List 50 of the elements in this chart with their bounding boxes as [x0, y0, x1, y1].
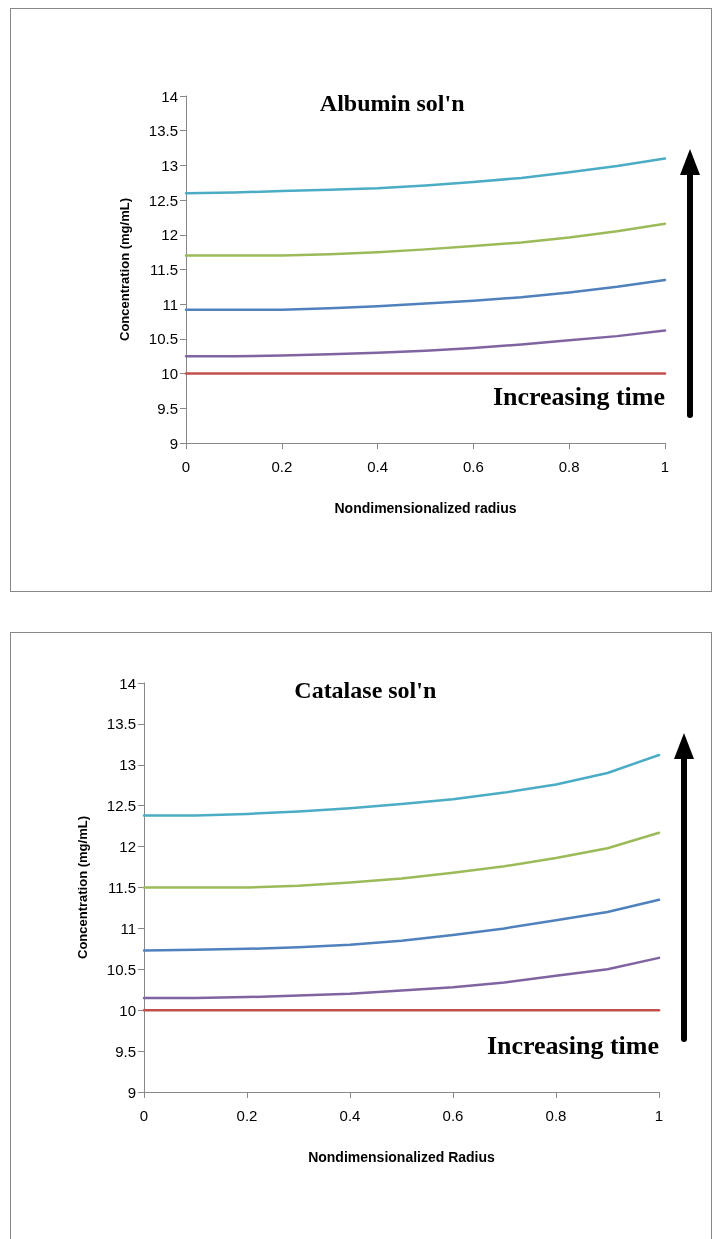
line-series [184, 157, 667, 195]
y-tick-label: 12 [161, 226, 178, 244]
x-axis-title: Nondimensionalized Radius [308, 1149, 496, 1165]
line-series [142, 753, 661, 817]
y-tick-label: 10 [119, 1001, 136, 1019]
x-tick-label: 0 [181, 458, 191, 475]
y-tick-label: 14 [119, 674, 136, 692]
y-tick-label: 9.5 [115, 1042, 136, 1060]
y-tick-label: 13.5 [148, 122, 178, 140]
y-tick-label: 10 [161, 365, 178, 383]
y-tick-label: 10.5 [148, 330, 178, 348]
x-tick-label: 0.2 [236, 1107, 258, 1124]
line-series [184, 329, 667, 358]
y-tick-label: 14 [161, 87, 178, 105]
y-tick-label: 11 [120, 919, 136, 937]
y-tick-label: 13.5 [106, 715, 136, 733]
line-series [142, 831, 661, 889]
y-tick-label: 9 [169, 434, 178, 452]
y-tick-label: 12.5 [148, 191, 178, 209]
y-axis-title: Concentration (mg/mL) [75, 816, 90, 959]
y-tick-label: 9.5 [157, 399, 178, 417]
y-tick-label: 12.5 [106, 797, 136, 815]
x-tick-label: 0.4 [339, 1107, 361, 1124]
line-series [184, 278, 667, 311]
chart-title: Catalase sol'n [294, 677, 437, 703]
y-tick-label: 11 [162, 295, 178, 313]
annotation: Increasing time [492, 381, 665, 411]
x-tick-label: 0 [139, 1107, 149, 1124]
y-tick-label: 12 [119, 838, 136, 856]
x-tick-label: 0.2 [271, 458, 293, 475]
line-series [142, 898, 661, 952]
x-tick-label: 0.4 [367, 458, 389, 475]
line-series [142, 956, 661, 1000]
x-tick-label: 1 [654, 1107, 664, 1124]
y-axis-title: Concentration (mg/mL) [117, 198, 132, 341]
annotation: Increasing time [486, 1030, 659, 1060]
y-tick-label: 10.5 [106, 960, 136, 978]
y-tick-label: 11.5 [149, 261, 178, 278]
y-tick-label: 11.5 [107, 879, 136, 896]
chart-title: Albumin sol'n [319, 90, 465, 116]
y-tick-label: 13 [161, 156, 178, 174]
line-series [184, 222, 667, 257]
x-tick-label: 0.8 [558, 458, 580, 475]
x-tick-label: 0.8 [545, 1107, 567, 1124]
x-tick-label: 1 [660, 458, 670, 475]
x-tick-label: 0.6 [442, 1107, 464, 1124]
x-tick-label: 0.6 [462, 458, 484, 475]
x-axis-title: Nondimensionalized radius [334, 500, 517, 516]
y-tick-label: 13 [119, 756, 136, 774]
y-tick-label: 9 [127, 1083, 136, 1101]
